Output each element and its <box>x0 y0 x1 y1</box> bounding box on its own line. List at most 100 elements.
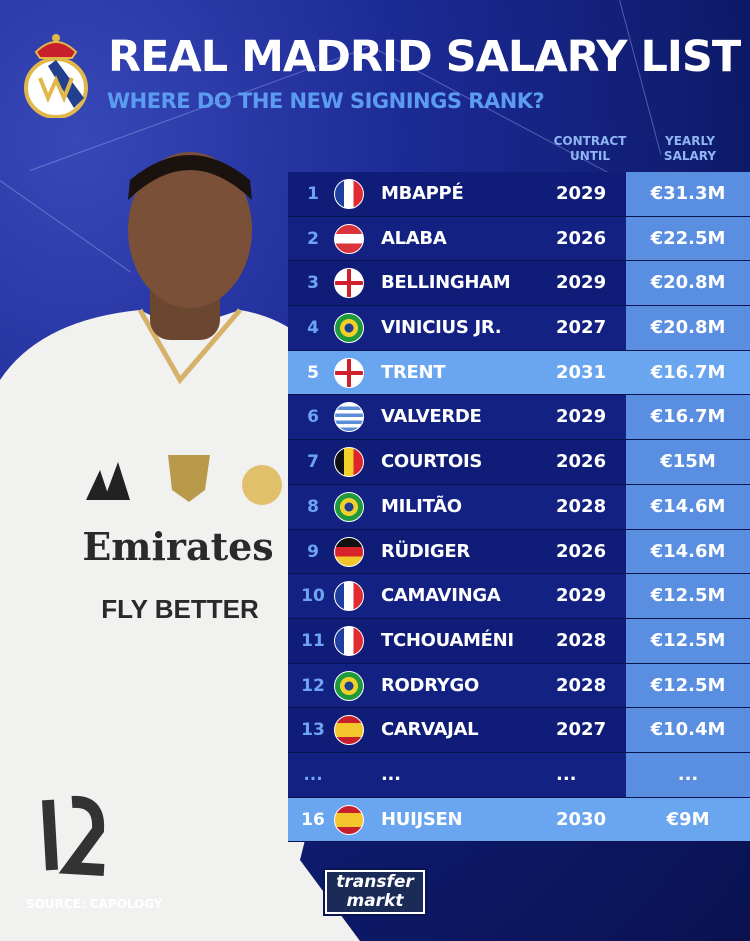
yearly-salary: €12.5M <box>650 585 726 607</box>
flag-england-icon <box>334 268 364 299</box>
salary-cell <box>626 350 750 395</box>
contract-until: 2029 <box>556 406 607 428</box>
yearly-salary: ... <box>677 763 699 785</box>
yearly-salary: €14.6M <box>650 495 726 517</box>
yearly-salary: €9M <box>666 808 710 830</box>
player-name: ... <box>381 763 401 785</box>
salary-cell <box>626 172 750 216</box>
rank: 13 <box>301 720 325 741</box>
flag-germany-icon <box>334 536 364 567</box>
yearly-salary: €15M <box>660 451 716 473</box>
player-photo: Emirates FLY BETTER <box>0 152 360 941</box>
player-name: TCHOUAMÉNI <box>381 629 514 651</box>
contract-until: 2026 <box>556 227 607 249</box>
flag-spain-icon <box>334 715 364 746</box>
flag-france-icon <box>334 179 364 209</box>
salary-table: 1 MBAPPÉ 2029 €31.3M 2 ALABA 2026 €22.5M… <box>288 172 750 843</box>
contract-until: 2030 <box>556 808 607 830</box>
yearly-salary: €12.5M <box>650 629 726 651</box>
flag-spain-icon <box>334 804 364 835</box>
svg-text:FLY BETTER: FLY BETTER <box>101 594 259 624</box>
flag-austria-icon <box>334 223 364 254</box>
salary-cell <box>626 216 750 261</box>
rank: ... <box>303 764 323 785</box>
table-row: 16 HUIJSEN 2030 €9M <box>288 797 750 843</box>
page-title: REAL MADRID SALARY LIST <box>108 32 741 82</box>
yearly-salary: €31.3M <box>650 183 726 204</box>
rank: 4 <box>307 318 319 339</box>
player-name: COURTOIS <box>381 451 483 473</box>
player-name: CARVAJAL <box>381 719 479 741</box>
flag-brazil-icon <box>334 670 364 701</box>
player-name: VINICIUS JR. <box>381 317 502 339</box>
rank: 8 <box>307 496 319 517</box>
table-row: 4 VINICIUS JR. 2027 €20.8M <box>288 306 750 351</box>
contract-until: 2031 <box>556 361 607 383</box>
logo-text: transfer <box>336 872 414 892</box>
yearly-salary: €12.5M <box>650 674 726 696</box>
rank: 6 <box>307 407 319 428</box>
salary-cell <box>626 484 750 529</box>
salary-cell <box>626 663 750 708</box>
player-name: ALABA <box>381 227 447 249</box>
rank: 2 <box>307 228 319 249</box>
rank: 12 <box>301 675 325 696</box>
salary-cell <box>626 529 750 574</box>
yearly-salary: €14.6M <box>650 540 726 562</box>
contract-until-header: CONTRACT UNTIL <box>548 134 632 164</box>
table-row: 8 MILITÃO 2028 €14.6M <box>288 484 750 530</box>
row-background <box>288 752 626 797</box>
header-line: SALARY <box>663 149 717 163</box>
player-name: MBAPPÉ <box>381 183 464 204</box>
yearly-salary: €20.8M <box>650 317 726 339</box>
player-name: MILITÃO <box>381 495 462 517</box>
rank: 16 <box>301 809 325 830</box>
table-row: 12 RODRYGO 2028 €12.5M <box>288 663 750 709</box>
table-row: 3 BELLINGHAM 2029 €20.8M <box>288 261 750 307</box>
salary-cell <box>626 618 750 663</box>
salary-cell <box>626 261 750 306</box>
yearly-salary: €22.5M <box>650 227 726 249</box>
table-row: 2 ALABA 2026 €22.5M <box>288 216 750 262</box>
rank: 11 <box>301 630 325 651</box>
salary-cell <box>626 395 750 440</box>
contract-until: 2027 <box>556 719 607 741</box>
player-name: BELLINGHAM <box>381 272 511 294</box>
player-name: RODRYGO <box>381 674 479 696</box>
real-madrid-crest-icon <box>24 34 88 118</box>
table-row: ... ... ... ... <box>288 752 750 798</box>
salary-cell <box>626 306 750 350</box>
flag-belgium-icon <box>334 447 364 478</box>
contract-until: 2028 <box>556 495 607 517</box>
rank: 7 <box>307 452 319 473</box>
svg-text:Emirates: Emirates <box>82 524 273 569</box>
player-name: HUIJSEN <box>381 808 463 830</box>
rank: 9 <box>307 541 319 562</box>
yearly-salary: €20.8M <box>650 272 726 294</box>
header-line: YEARLY <box>665 134 715 148</box>
yearly-salary: €16.7M <box>650 361 726 383</box>
rank: 3 <box>307 273 319 294</box>
contract-until: ... <box>556 763 577 785</box>
contract-until: 2029 <box>556 183 607 204</box>
player-name: TRENT <box>381 361 446 383</box>
table-row: 1 MBAPPÉ 2029 €31.3M <box>288 172 750 217</box>
contract-until: 2027 <box>556 317 607 339</box>
flag-france-icon <box>334 581 364 612</box>
contract-until: 2028 <box>556 674 607 696</box>
contract-until: 2026 <box>556 451 607 473</box>
table-row: 5 TRENT 2031 €16.7M <box>288 350 750 396</box>
yearly-salary: €16.7M <box>650 406 726 428</box>
rank: 10 <box>301 586 325 607</box>
contract-until: 2029 <box>556 585 607 607</box>
transfermarkt-logo: transfer markt <box>323 868 427 916</box>
logo-text: markt <box>346 891 404 911</box>
salary-cell <box>626 708 750 752</box>
salary-cell <box>626 440 750 484</box>
rank: 5 <box>307 362 319 383</box>
salary-cell <box>626 752 750 797</box>
contract-until: 2028 <box>556 629 607 651</box>
flag-england-icon <box>334 357 364 388</box>
flag-france-icon <box>334 625 364 656</box>
